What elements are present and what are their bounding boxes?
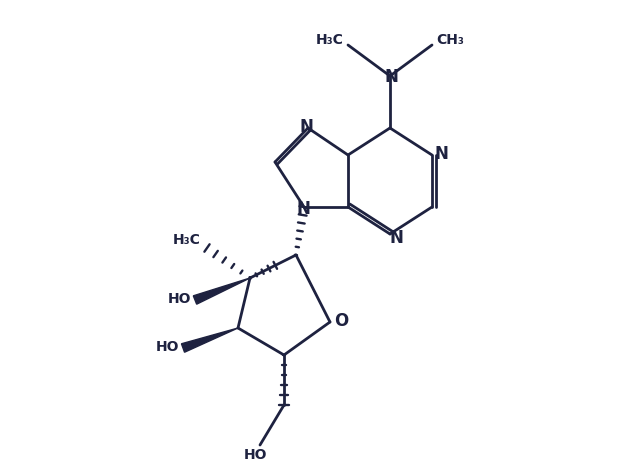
Text: HO: HO (167, 292, 191, 306)
Text: N: N (389, 229, 403, 247)
Text: N: N (299, 118, 313, 136)
Text: O: O (334, 312, 348, 330)
Polygon shape (182, 328, 238, 352)
Text: CH₃: CH₃ (436, 33, 464, 47)
Text: HO: HO (156, 340, 179, 354)
Text: N: N (384, 68, 398, 86)
Polygon shape (193, 278, 250, 304)
Text: H₃C: H₃C (173, 233, 201, 247)
Text: H₃C: H₃C (316, 33, 344, 47)
Text: N: N (296, 200, 310, 218)
Text: N: N (434, 145, 448, 163)
Text: HO: HO (243, 448, 267, 462)
